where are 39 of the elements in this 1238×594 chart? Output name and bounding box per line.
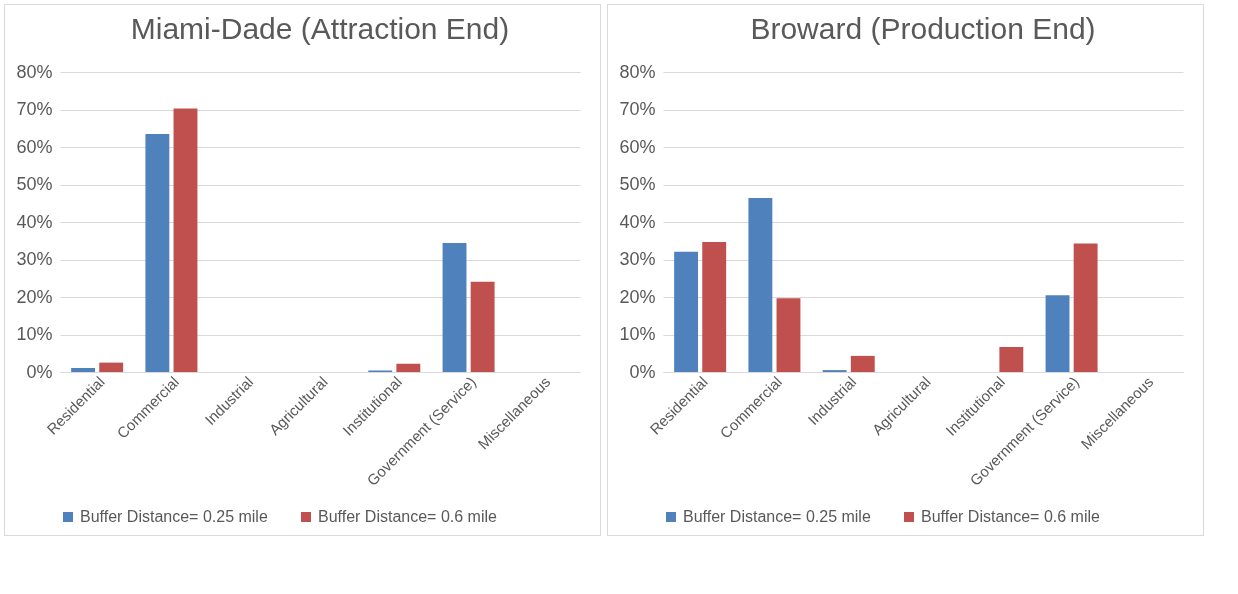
legend-label: Buffer Distance= 0.25 mile <box>683 508 871 525</box>
y-tick-label: 70% <box>619 99 656 119</box>
bar <box>99 362 124 372</box>
y-tick-label: 20% <box>619 286 656 307</box>
bar <box>71 367 96 372</box>
chart-title: Miami-Dade (Attraction End) <box>130 12 510 45</box>
bar <box>702 241 727 372</box>
legend-label: Buffer Distance= 0.6 mile <box>318 508 498 525</box>
y-tick-label: 80% <box>619 61 656 82</box>
legend-label: Buffer Distance= 0.6 mile <box>921 508 1101 525</box>
y-tick-label: 70% <box>16 99 53 119</box>
legend-label: Buffer Distance= 0.25 mile <box>80 508 268 525</box>
bar <box>748 198 773 372</box>
bar <box>1045 295 1070 372</box>
y-tick-label: 50% <box>619 174 656 194</box>
y-tick-label: 30% <box>619 249 656 269</box>
y-tick-label: 60% <box>16 136 53 157</box>
bar <box>999 346 1024 372</box>
chart-title: Broward (Production End) <box>750 12 1096 45</box>
bar <box>674 251 699 372</box>
y-tick-label: 50% <box>16 174 53 194</box>
y-tick-label: 0% <box>26 361 53 382</box>
y-tick-label: 10% <box>16 324 53 344</box>
y-tick-label: 20% <box>16 286 53 307</box>
y-tick-label: 40% <box>16 211 53 232</box>
bar <box>1073 243 1098 372</box>
y-tick-label: 80% <box>16 61 53 82</box>
y-tick-label: 30% <box>16 249 53 269</box>
bar <box>850 355 875 372</box>
bar <box>396 363 421 372</box>
y-tick-label: 0% <box>629 361 656 382</box>
y-tick-label: 40% <box>619 211 656 232</box>
bar <box>442 243 467 372</box>
bar <box>470 281 495 372</box>
y-tick-label: 10% <box>619 324 656 344</box>
y-tick-label: 60% <box>619 136 656 157</box>
bar <box>776 298 801 372</box>
bar <box>145 133 170 372</box>
bar <box>173 108 198 372</box>
